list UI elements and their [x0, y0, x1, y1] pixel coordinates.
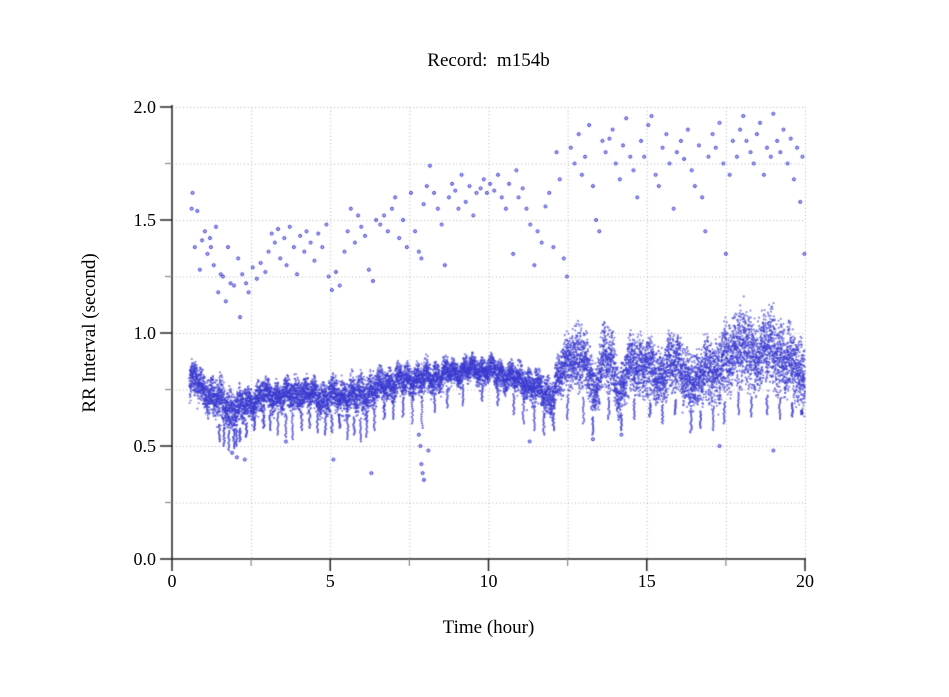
x-tick-label: 0 — [167, 571, 177, 591]
x-tick-label: 20 — [796, 571, 814, 591]
x-tick-label: 5 — [325, 571, 335, 591]
y-tick-label: 1.5 — [133, 210, 157, 230]
y-tick-label: 1.0 — [133, 323, 157, 343]
y-tick-label: 0.0 — [133, 549, 157, 569]
x-tick-label: 15 — [637, 571, 656, 591]
y-tick-label: 2.0 — [133, 97, 157, 117]
y-tick-label: 0.5 — [133, 436, 157, 456]
chart-title: Record: m154b — [427, 50, 550, 71]
x-axis-label: Time (hour) — [442, 617, 535, 638]
x-tick-label: 10 — [479, 571, 498, 591]
